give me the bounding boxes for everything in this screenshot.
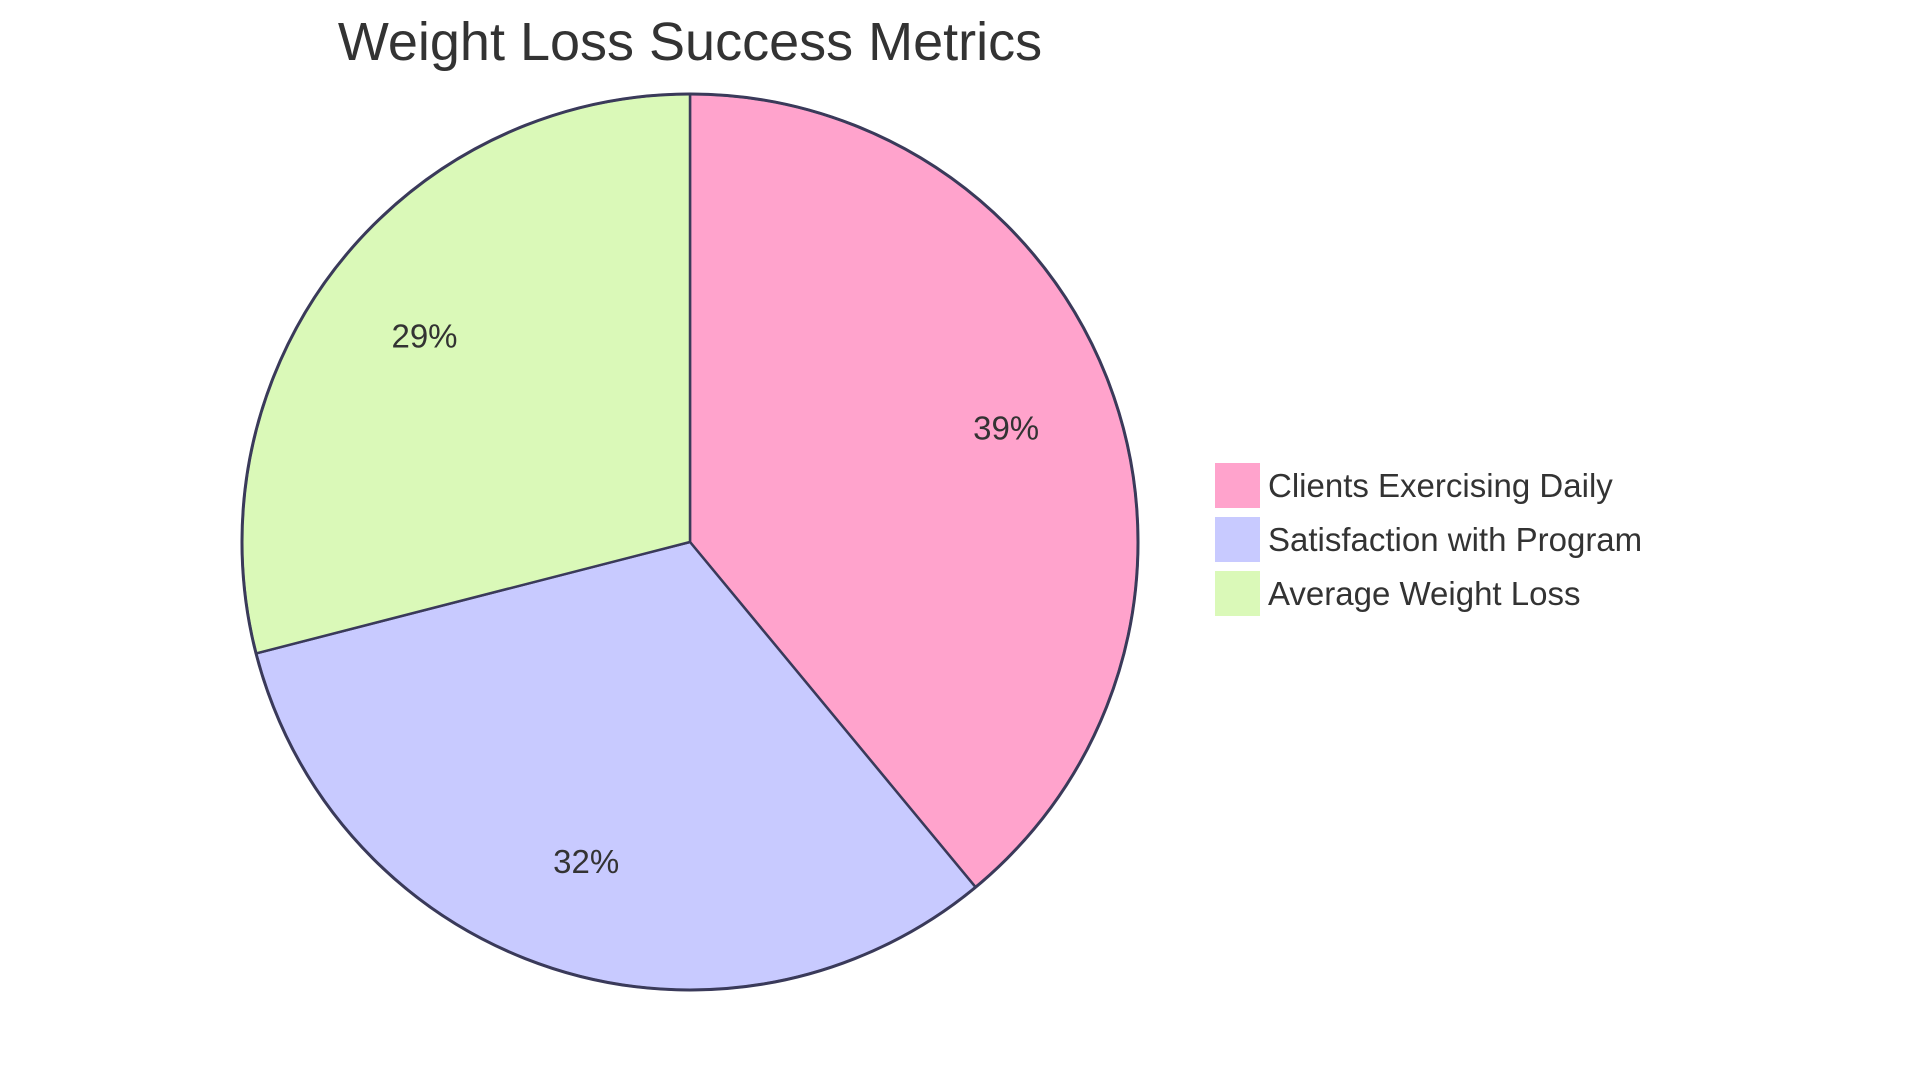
- pie-slice-labels: 39% 32% 29%: [391, 318, 1039, 880]
- legend-swatch-2: [1215, 517, 1260, 562]
- legend-item-2: Satisfaction with Program: [1215, 517, 1642, 562]
- legend-label-3: Average Weight Loss: [1268, 575, 1580, 612]
- legend-label-1: Clients Exercising Daily: [1268, 467, 1613, 504]
- legend-swatch-3: [1215, 571, 1260, 616]
- slice-label-2: 32%: [553, 843, 619, 880]
- legend-item-3: Average Weight Loss: [1215, 571, 1580, 616]
- legend-item-1: Clients Exercising Daily: [1215, 463, 1613, 508]
- chart-title: Weight Loss Success Metrics: [338, 12, 1042, 72]
- pie-slices: [240, 92, 1140, 992]
- legend: Clients Exercising Daily Satisfaction wit…: [1215, 463, 1642, 616]
- pie-outline: [240, 92, 1140, 992]
- slice-label-3: 29%: [391, 318, 457, 355]
- legend-label-2: Satisfaction with Program: [1268, 521, 1642, 558]
- slice-label-1: 39%: [973, 410, 1039, 447]
- legend-swatch-1: [1215, 463, 1260, 508]
